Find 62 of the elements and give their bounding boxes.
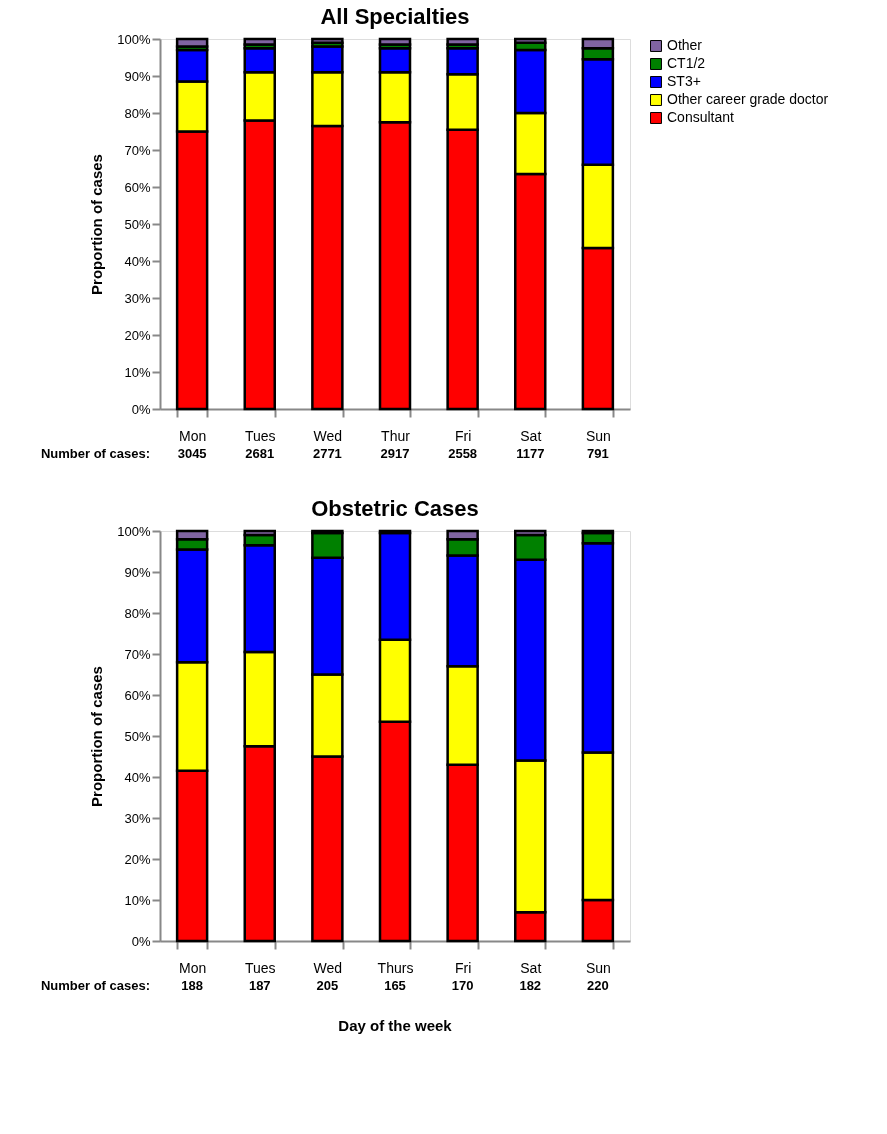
text: 188	[181, 978, 203, 993]
y-tick-label: 60%	[124, 179, 151, 195]
y-tick-label: 20%	[124, 327, 151, 343]
chart-title: All Specialties	[320, 4, 470, 29]
text: 3045	[177, 446, 207, 461]
text: 2558	[448, 446, 478, 461]
x-tick-label: Thur	[381, 427, 411, 444]
y-tick-label: 0%	[131, 933, 151, 949]
x-axis-title: Day of the week	[338, 1017, 453, 1034]
text: 2917	[380, 446, 410, 461]
x-tick-label: Tues	[244, 427, 276, 444]
text: 2771	[312, 446, 342, 461]
y-tick-label: 40%	[124, 253, 151, 269]
y-tick-label: 100%	[117, 31, 151, 47]
text: 2681	[245, 446, 275, 461]
y-tick-label: 50%	[124, 728, 151, 744]
legend-label: ST3+	[667, 73, 701, 89]
text: 220	[587, 978, 609, 993]
y-tick-label: 20%	[124, 851, 151, 867]
y-tick-label: 30%	[124, 810, 151, 826]
text: 1177	[516, 446, 545, 461]
y-tick-label: 80%	[124, 105, 151, 121]
text: Number of cases:	[40, 978, 150, 993]
text: 205	[316, 978, 339, 993]
y-tick-label: 50%	[124, 216, 151, 232]
x-tick-label: Tues	[244, 959, 276, 976]
y-tick-label: 60%	[124, 687, 151, 703]
y-tick-label: 90%	[124, 564, 151, 580]
y-tick-label: 70%	[124, 142, 151, 158]
x-tick-label: Sat	[520, 427, 542, 444]
text: 187	[248, 978, 271, 993]
x-tick-label: Mon	[179, 427, 207, 444]
y-tick-label: 90%	[124, 68, 151, 84]
legend-label: Other career grade doctor	[667, 91, 829, 107]
x-tick-label: Thurs	[377, 959, 414, 976]
y-tick-label: 80%	[124, 605, 151, 621]
y-tick-label: 10%	[124, 364, 151, 380]
text: 170	[451, 978, 474, 993]
text: Number of cases:	[40, 446, 150, 461]
chart-title: Obstetric Cases	[311, 496, 479, 521]
y-tick-label: 100%	[117, 523, 151, 539]
x-tick-label: Fri	[454, 427, 472, 444]
x-tick-label: Sun	[585, 427, 611, 444]
y-axis-title: Proportion of cases	[88, 154, 106, 295]
y-axis-title: Proportion of cases	[88, 666, 106, 807]
y-tick-label: 70%	[124, 646, 151, 662]
y-tick-label: 40%	[124, 769, 151, 785]
x-tick-label: Sat	[520, 959, 542, 976]
text: 791	[587, 446, 609, 461]
legend-label: Other	[667, 37, 703, 53]
x-tick-label: Fri	[454, 959, 472, 976]
text: 182	[519, 978, 542, 993]
text: 165	[384, 978, 406, 993]
x-tick-label: Wed	[313, 959, 343, 976]
legend-label: Consultant	[667, 109, 735, 125]
y-tick-label: 10%	[124, 892, 151, 908]
x-tick-label: Wed	[313, 427, 343, 444]
legend-label: CT1/2	[667, 55, 706, 71]
y-tick-label: 30%	[124, 290, 151, 306]
y-tick-label: 0%	[131, 401, 151, 417]
x-tick-label: Mon	[179, 959, 207, 976]
x-tick-label: Sun	[585, 959, 611, 976]
